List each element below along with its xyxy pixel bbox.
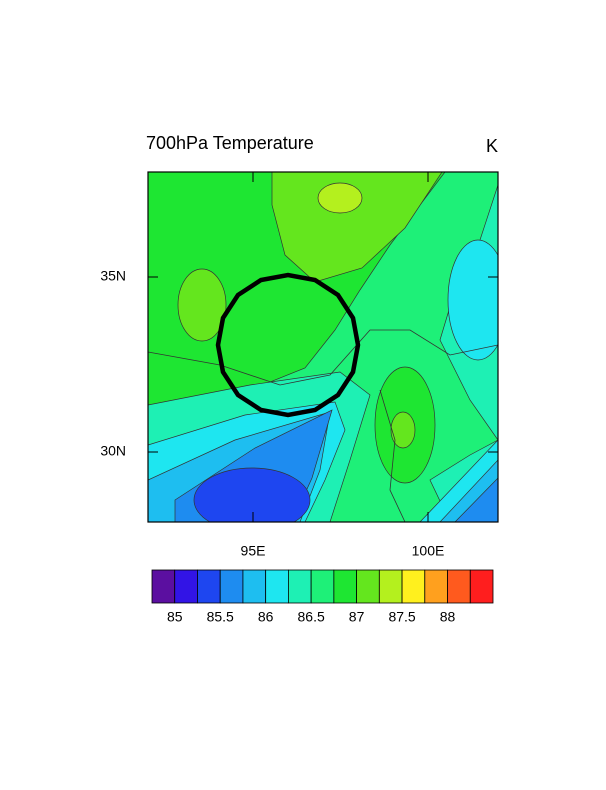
colorbar-label: 86 — [258, 609, 274, 625]
colorbar-box — [424, 569, 448, 604]
colorbar-box — [447, 569, 471, 604]
colorbar-box — [265, 569, 289, 604]
colorbar-box — [287, 569, 312, 604]
map-title: 700hPa Temperature — [146, 133, 314, 153]
x-tick-label: 95E — [241, 543, 266, 559]
colorbar-box — [356, 569, 380, 604]
colorbar-label: 85.5 — [207, 609, 234, 625]
colorbar-box — [378, 569, 403, 604]
map-frame — [147, 171, 499, 523]
colorbar-box — [174, 569, 198, 604]
colorbar-box — [333, 569, 358, 604]
units-label: K — [486, 136, 498, 156]
colorbar-label: 88 — [440, 609, 456, 625]
colorbar-box — [401, 569, 426, 604]
colorbar-box — [310, 569, 335, 604]
colorbar-box — [197, 569, 221, 604]
region-circle — [215, 272, 361, 418]
colorbar-label: 87 — [349, 609, 365, 625]
colorbar-label: 85 — [167, 609, 183, 625]
colorbar-box — [242, 569, 267, 604]
y-tick-label: 30N — [100, 443, 126, 459]
colorbar-box — [469, 569, 494, 604]
colorbar-label: 86.5 — [298, 609, 325, 625]
y-tick-label: 35N — [100, 268, 126, 284]
axes-and-colorbar: 95E 100E 30N 35N 85 85.5 86 86.5 87 87.5 88 — [100, 172, 498, 625]
colorbar-box — [219, 569, 244, 604]
colorbar-box — [151, 569, 176, 604]
x-tick-label: 100E — [412, 543, 445, 559]
contour-field — [148, 172, 498, 522]
colorbar-label: 87.5 — [388, 609, 415, 625]
